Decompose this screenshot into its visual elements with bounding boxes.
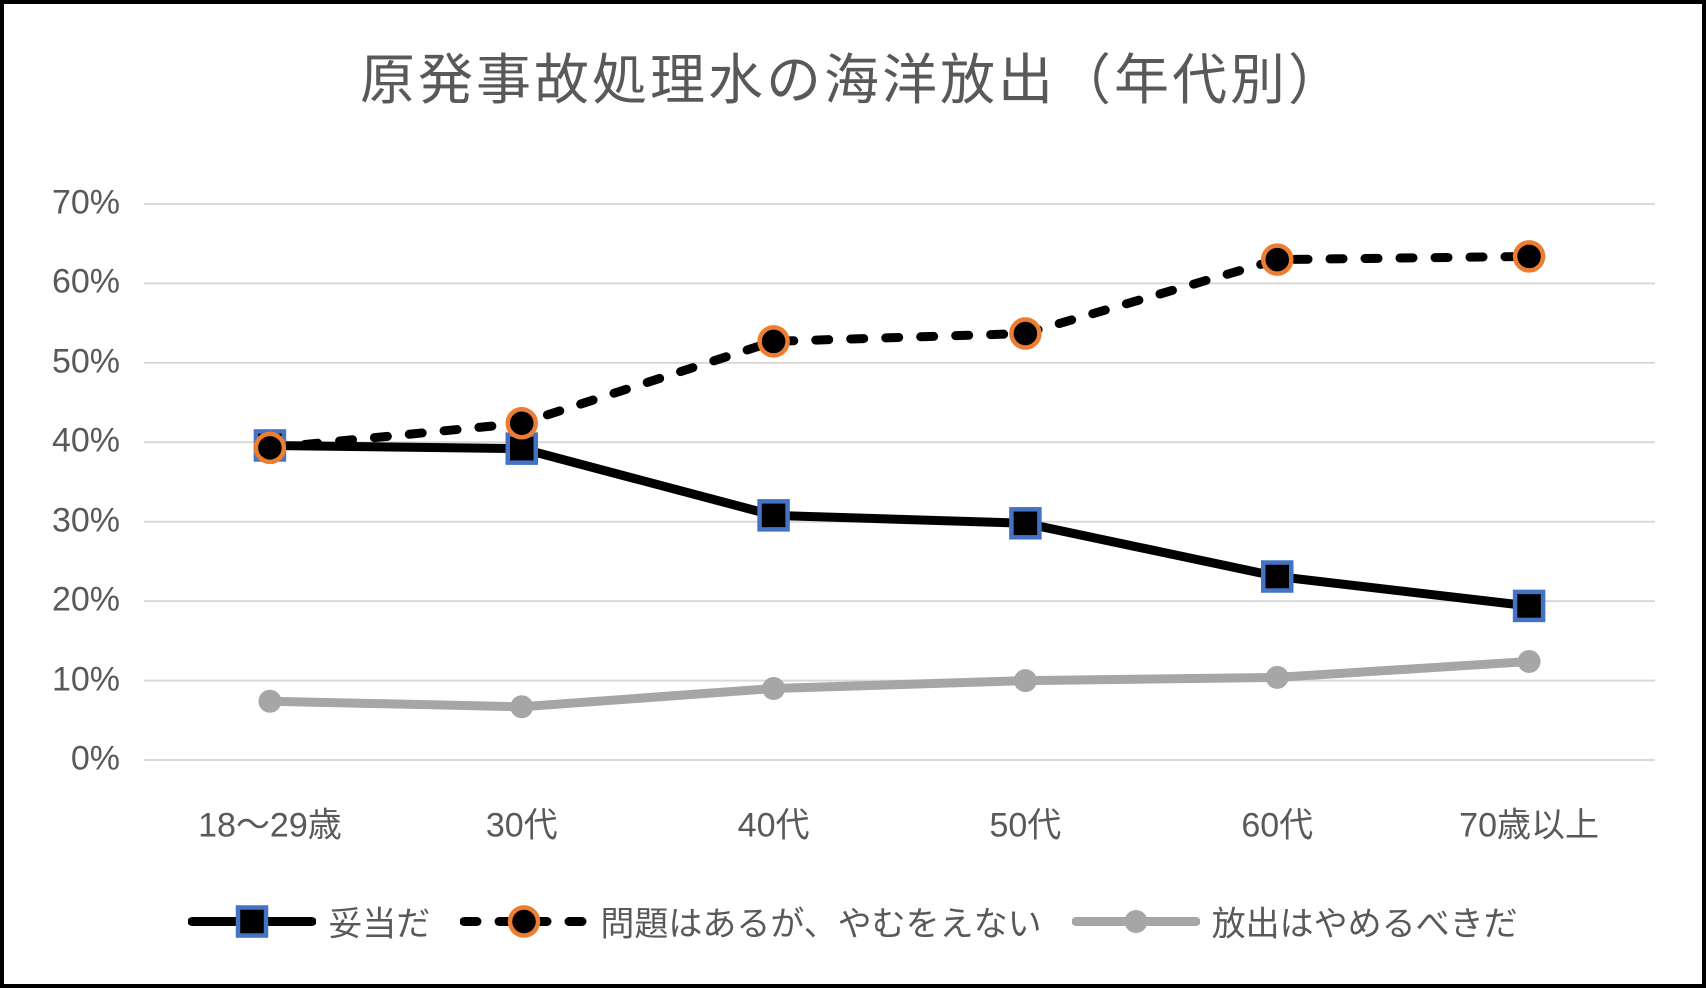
- legend-item-1: 問題はあるが、やむをえない: [460, 897, 1042, 946]
- y-tick-label: 50%: [51, 342, 120, 381]
- data-point-marker-circle: [1013, 669, 1037, 693]
- legend-item-0: 妥当だ: [188, 897, 430, 946]
- data-point-marker-circle: [1261, 243, 1294, 276]
- legend-label: 放出はやめるべきだ: [1211, 905, 1518, 944]
- data-point-marker-circle: [1265, 665, 1289, 689]
- data-point-marker-square: [757, 499, 790, 532]
- series-line-0: [265, 440, 1534, 611]
- data-point-marker-circle: [258, 689, 282, 713]
- legend-label: 妥当だ: [328, 905, 431, 944]
- x-tick-label: 70歳以上: [1459, 806, 1599, 845]
- data-point-marker-square: [1512, 589, 1546, 623]
- y-tick-label: 10%: [51, 660, 120, 699]
- x-tick-label: 60代: [1241, 806, 1314, 845]
- solid-line-square-marker-icon: [188, 904, 317, 938]
- y-tick-label: 0%: [70, 739, 120, 778]
- data-point-marker-circle: [1009, 317, 1042, 350]
- x-tick-label: 30代: [485, 806, 558, 845]
- y-tick-label: 40%: [51, 422, 120, 461]
- series-line-2: [265, 657, 1534, 712]
- y-tick-label: 60%: [51, 263, 120, 302]
- data-point-marker-square: [1009, 507, 1042, 540]
- data-point-marker-circle: [253, 431, 287, 465]
- chart-title: 原発事故処理水の海洋放出（年代別）: [359, 49, 1346, 111]
- data-point-marker-circle: [757, 325, 790, 358]
- legend-label: 問題はあるが、やむをえない: [600, 905, 1042, 944]
- x-tick-label: 50代: [989, 806, 1062, 845]
- data-point-marker-circle: [1124, 909, 1148, 933]
- series-line-1: [265, 251, 1534, 453]
- data-point-marker-circle: [1517, 650, 1541, 674]
- solid-line-circle-marker-icon: [1071, 909, 1200, 933]
- y-tick-label: 30%: [51, 501, 120, 540]
- y-tick-label: 70%: [51, 183, 120, 222]
- data-point-marker-square: [1261, 560, 1294, 593]
- data-point-marker-circle: [505, 406, 538, 440]
- data-point-marker-circle: [1512, 240, 1546, 273]
- chart-canvas: [144, 203, 1655, 761]
- legend: 妥当だ 問題はあるが、やむをえない 放出はやめるべきだ: [4, 897, 1702, 946]
- legend-item-2: 放出はやめるべきだ: [1071, 897, 1518, 946]
- y-tick-label: 20%: [51, 580, 120, 619]
- x-tick-label: 40代: [737, 806, 810, 845]
- x-tick-label: 18〜29歳: [198, 806, 342, 845]
- dashed-line-circle-marker-icon: [460, 904, 589, 938]
- data-point-marker-square: [236, 904, 269, 938]
- data-point-marker-circle: [762, 677, 786, 701]
- data-point-marker-circle: [510, 695, 534, 719]
- data-point-marker-circle: [508, 904, 541, 938]
